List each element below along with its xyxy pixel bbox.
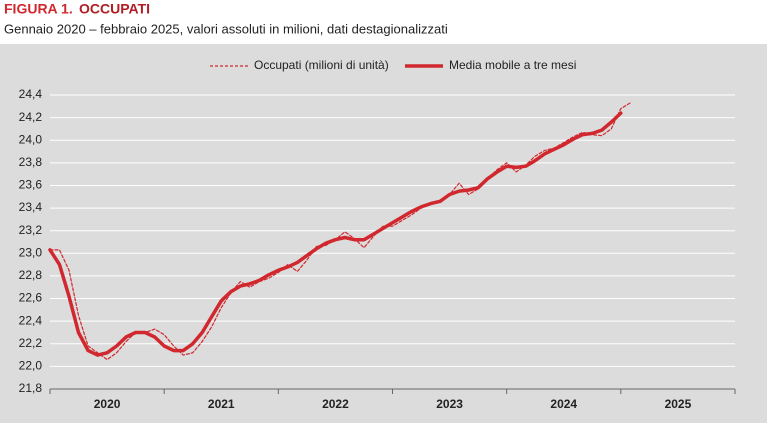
chart-background xyxy=(0,44,767,423)
y-tick-label: 23,6 xyxy=(19,178,43,192)
legend-label: Occupati (milioni di unità) xyxy=(254,58,389,72)
subtitle: Gennaio 2020 – febbraio 2025, valori ass… xyxy=(4,21,448,36)
y-tick-label: 23,2 xyxy=(19,223,43,237)
chart-title: OCCUPATI xyxy=(79,1,150,17)
legend-label: Media mobile a tre mesi xyxy=(449,58,576,72)
y-tick-label: 24,2 xyxy=(19,110,43,124)
x-tick-label: 2024 xyxy=(550,397,577,411)
y-tick-label: 22,0 xyxy=(19,359,43,373)
x-tick-label: 2020 xyxy=(94,397,121,411)
x-tick-label: 2022 xyxy=(322,397,349,411)
x-tick-label: 2023 xyxy=(436,397,463,411)
y-tick-label: 22,6 xyxy=(19,291,43,305)
y-tick-label: 24,0 xyxy=(19,132,43,146)
series-line xyxy=(48,111,623,357)
title-prefix: FIGURA 1. xyxy=(4,1,73,17)
y-tick-label: 22,4 xyxy=(19,313,43,327)
y-tick-label: 24,4 xyxy=(19,87,43,101)
y-tick-label: 23,4 xyxy=(19,200,43,214)
y-tick-label: 21,8 xyxy=(19,381,43,395)
y-tick-label: 22,8 xyxy=(19,268,43,282)
x-tick-label: 2021 xyxy=(208,397,235,411)
y-tick-label: 23,8 xyxy=(19,155,43,169)
series-line xyxy=(49,102,631,361)
x-tick-label: 2025 xyxy=(665,397,692,411)
y-tick-label: 22,2 xyxy=(19,336,43,350)
y-tick-label: 23,0 xyxy=(19,245,43,259)
